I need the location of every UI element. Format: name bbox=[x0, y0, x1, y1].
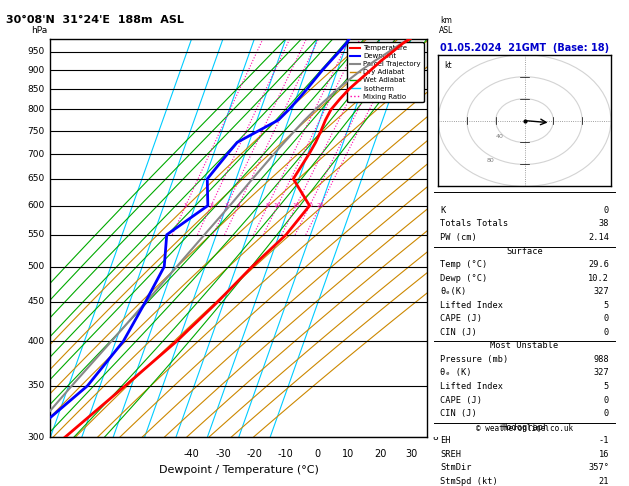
Text: 10: 10 bbox=[274, 203, 281, 208]
Text: 0: 0 bbox=[604, 409, 609, 418]
Text: CIN (J): CIN (J) bbox=[440, 328, 477, 337]
Text: 38: 38 bbox=[599, 219, 609, 228]
Text: 8: 8 bbox=[433, 433, 438, 442]
Text: K: K bbox=[440, 206, 445, 215]
Text: 4: 4 bbox=[433, 174, 438, 183]
Text: StmSpd (kt): StmSpd (kt) bbox=[440, 477, 498, 486]
Text: CIN (J): CIN (J) bbox=[440, 409, 477, 418]
Text: 350: 350 bbox=[28, 382, 45, 390]
Text: 988: 988 bbox=[593, 355, 609, 364]
Text: 6: 6 bbox=[433, 262, 438, 271]
Text: 450: 450 bbox=[28, 297, 45, 306]
Text: 15: 15 bbox=[292, 203, 300, 208]
Text: 850: 850 bbox=[28, 85, 45, 94]
Text: 550: 550 bbox=[28, 230, 45, 239]
Text: Temp (°C): Temp (°C) bbox=[440, 260, 487, 269]
Text: 3: 3 bbox=[433, 150, 438, 158]
Text: 2: 2 bbox=[433, 105, 438, 114]
Text: 750: 750 bbox=[28, 126, 45, 136]
Text: © weatheronline.co.uk: © weatheronline.co.uk bbox=[476, 424, 573, 434]
Text: Most Unstable: Most Unstable bbox=[491, 341, 559, 350]
Text: 5: 5 bbox=[433, 230, 438, 239]
Text: θₑ(K): θₑ(K) bbox=[440, 287, 466, 296]
Text: 0: 0 bbox=[604, 328, 609, 337]
Text: Dewpoint / Temperature (°C): Dewpoint / Temperature (°C) bbox=[159, 465, 319, 475]
Text: 8: 8 bbox=[266, 203, 270, 208]
Text: 5: 5 bbox=[604, 301, 609, 310]
Text: 21: 21 bbox=[599, 477, 609, 486]
Text: LCL: LCL bbox=[433, 126, 447, 135]
Text: 10.2: 10.2 bbox=[588, 274, 609, 282]
Text: StmDir: StmDir bbox=[440, 463, 472, 472]
Text: Pressure (mb): Pressure (mb) bbox=[440, 355, 508, 364]
Text: 1: 1 bbox=[184, 203, 187, 208]
Text: 800: 800 bbox=[28, 105, 45, 114]
Text: 900: 900 bbox=[28, 66, 45, 74]
Text: 30°08'N  31°24'E  188m  ASL: 30°08'N 31°24'E 188m ASL bbox=[6, 15, 184, 25]
Text: 0: 0 bbox=[604, 206, 609, 215]
Text: PW (cm): PW (cm) bbox=[440, 233, 477, 242]
Text: Totals Totals: Totals Totals bbox=[440, 219, 508, 228]
Text: 0: 0 bbox=[604, 314, 609, 323]
Text: 0: 0 bbox=[314, 450, 320, 459]
Text: -20: -20 bbox=[247, 450, 262, 459]
Text: SREH: SREH bbox=[440, 450, 461, 459]
Text: 700: 700 bbox=[28, 150, 45, 158]
Text: 3: 3 bbox=[225, 203, 229, 208]
Text: -1: -1 bbox=[599, 436, 609, 445]
Text: Mixing Ratio (g/kg): Mixing Ratio (g/kg) bbox=[453, 198, 462, 278]
Text: 4: 4 bbox=[237, 203, 240, 208]
Text: 29.6: 29.6 bbox=[588, 260, 609, 269]
Text: Hodograph: Hodograph bbox=[501, 423, 548, 432]
Text: 327: 327 bbox=[593, 287, 609, 296]
Text: Lifted Index: Lifted Index bbox=[440, 301, 503, 310]
Text: 500: 500 bbox=[28, 262, 45, 271]
Text: hPa: hPa bbox=[31, 26, 48, 35]
Text: CAPE (J): CAPE (J) bbox=[440, 314, 482, 323]
Text: Dewp (°C): Dewp (°C) bbox=[440, 274, 487, 282]
Text: 400: 400 bbox=[28, 337, 45, 346]
Text: 2: 2 bbox=[209, 203, 213, 208]
Text: 16: 16 bbox=[599, 450, 609, 459]
Text: 2.14: 2.14 bbox=[588, 233, 609, 242]
Text: 20: 20 bbox=[374, 450, 386, 459]
Text: 01.05.2024  21GMT  (Base: 18): 01.05.2024 21GMT (Base: 18) bbox=[440, 43, 609, 53]
Text: 0: 0 bbox=[604, 396, 609, 404]
Text: θₑ (K): θₑ (K) bbox=[440, 368, 472, 378]
Legend: Temperature, Dewpoint, Parcel Trajectory, Dry Adiabat, Wet Adiabat, Isotherm, Mi: Temperature, Dewpoint, Parcel Trajectory… bbox=[347, 42, 423, 103]
Text: 7: 7 bbox=[433, 337, 438, 346]
Text: EH: EH bbox=[440, 436, 450, 445]
Text: km
ASL: km ASL bbox=[439, 16, 453, 35]
Text: 10: 10 bbox=[342, 450, 355, 459]
Text: 600: 600 bbox=[28, 201, 45, 210]
Text: 327: 327 bbox=[593, 368, 609, 378]
Text: Surface: Surface bbox=[506, 246, 543, 256]
Text: 650: 650 bbox=[28, 174, 45, 183]
Text: Lifted Index: Lifted Index bbox=[440, 382, 503, 391]
Text: 950: 950 bbox=[28, 48, 45, 56]
Text: CAPE (J): CAPE (J) bbox=[440, 396, 482, 404]
Text: -10: -10 bbox=[278, 450, 294, 459]
Text: -30: -30 bbox=[215, 450, 231, 459]
Text: -40: -40 bbox=[184, 450, 199, 459]
Text: 30: 30 bbox=[405, 450, 418, 459]
Text: 5: 5 bbox=[604, 382, 609, 391]
Text: 20: 20 bbox=[306, 203, 314, 208]
Text: 1: 1 bbox=[433, 66, 438, 74]
Text: 25: 25 bbox=[316, 203, 325, 208]
Text: 300: 300 bbox=[28, 433, 45, 442]
Text: 357°: 357° bbox=[588, 463, 609, 472]
